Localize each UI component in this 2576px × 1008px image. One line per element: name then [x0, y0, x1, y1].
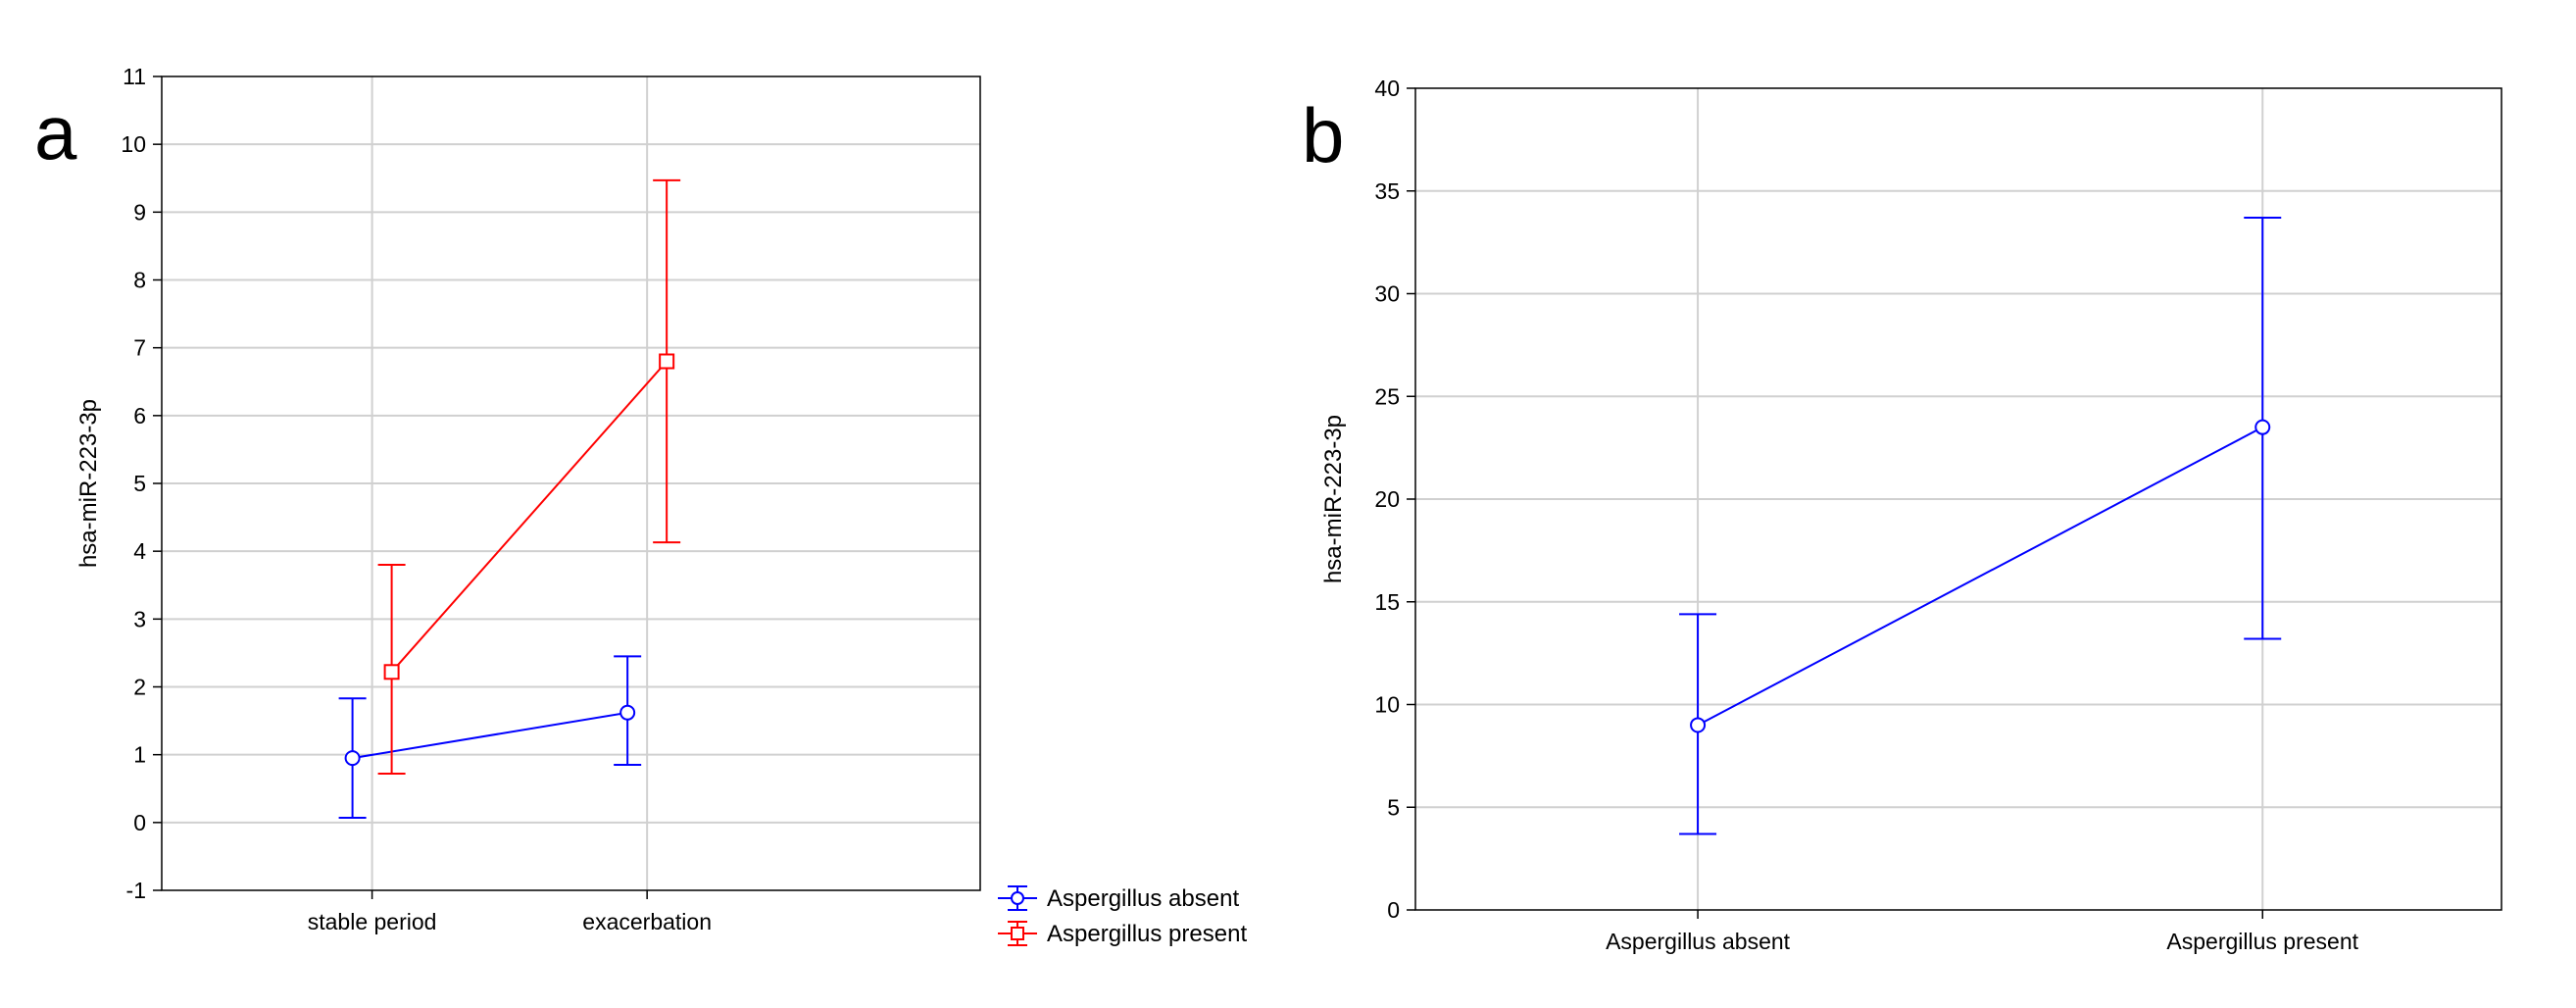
a-y-tick-label-11: 10: [121, 131, 146, 157]
a-y-tick-label-7: 6: [133, 403, 146, 428]
a-y-tick-label-9: 8: [133, 268, 146, 293]
a-series-1: [377, 178, 681, 776]
panel-b-letter: b: [1302, 92, 1344, 178]
panel-a-letter: a: [34, 89, 77, 176]
panel-a-x-ticks: stable period exacerbation: [308, 890, 712, 934]
panel-a-y-ticks: -1 0 1 2 3 4 5 6 7 8 9 10 11: [121, 64, 162, 903]
a-y-tick-label-0: -1: [126, 878, 146, 903]
panel-a-grid: [162, 76, 980, 890]
a-y-tick-label-12: 11: [123, 64, 146, 89]
a-x-tick-label-1: exacerbation: [582, 909, 712, 934]
panel-b-plot-frame: [1414, 87, 2502, 911]
a-x-tick-label-0: stable period: [308, 909, 437, 934]
a-series-0-point-0: [344, 750, 361, 767]
a-series-1-point-1: [659, 353, 675, 370]
panel-a-plot-frame: [161, 76, 981, 891]
b-y-tick-label-0: 0: [1387, 897, 1400, 923]
b-x-tick-label-1: Aspergillus present: [2166, 929, 2358, 954]
b-y-tick-label-1: 5: [1387, 794, 1400, 820]
a-series-1-point-0: [383, 664, 400, 680]
b-y-tick-label-2: 10: [1374, 692, 1400, 718]
b-y-tick-label-5: 25: [1374, 383, 1400, 409]
panel-a-y-axis-label: hsa-miR-223-3p: [75, 399, 102, 568]
b-y-tick-label-6: 30: [1374, 281, 1400, 307]
panel-a-legend: Aspergillus absent Aspergillus present: [998, 885, 1247, 947]
a-y-tick-label-8: 7: [133, 335, 146, 361]
a-y-tick-label-1: 0: [133, 810, 146, 835]
b-series-0-point-0: [1690, 717, 1707, 733]
a-y-tick-label-2: 1: [133, 742, 146, 768]
panel-a-series: [338, 178, 681, 819]
legend-label-1: Aspergillus present: [1047, 921, 1247, 947]
b-series-0-point-1: [2254, 419, 2271, 435]
b-y-tick-label-8: 40: [1374, 76, 1400, 101]
b-series-0: [1679, 216, 2282, 835]
panel-a: a -1 0 1 2 3 4 5 6 7 8 9 10 11 stable period exacerba…: [34, 64, 981, 934]
panel-b-x-ticks: Aspergillus absent Aspergillus present: [1606, 910, 2359, 954]
a-y-tick-label-6: 5: [133, 471, 146, 496]
a-series-1-line: [390, 360, 668, 673]
a-series-0-point-1: [619, 704, 636, 721]
b-series-0-line: [1697, 426, 2263, 727]
b-y-tick-label-7: 35: [1374, 178, 1400, 204]
b-y-tick-label-3: 15: [1374, 589, 1400, 615]
panel-b-y-axis-label: hsa-miR-223-3p: [1320, 415, 1347, 583]
legend-label-0: Aspergillus absent: [1047, 885, 1239, 912]
b-y-tick-label-4: 20: [1374, 486, 1400, 512]
a-series-0: [338, 655, 642, 819]
a-y-tick-label-3: 2: [133, 675, 146, 700]
a-y-tick-label-10: 9: [133, 199, 146, 225]
a-y-tick-label-4: 3: [133, 606, 146, 631]
legend-swatch-marker-0: [1011, 891, 1024, 905]
panel-b-y-ticks: 0 5 10 15 20 25 30 35 40: [1374, 76, 1415, 923]
a-y-tick-label-5: 4: [133, 538, 146, 564]
panel-b-series: [1679, 216, 2282, 835]
b-x-tick-label-0: Aspergillus absent: [1606, 929, 1791, 954]
panel-b-grid: [1415, 88, 2502, 910]
a-series-0-line: [352, 711, 628, 760]
legend-swatch-marker-1: [1011, 927, 1024, 940]
